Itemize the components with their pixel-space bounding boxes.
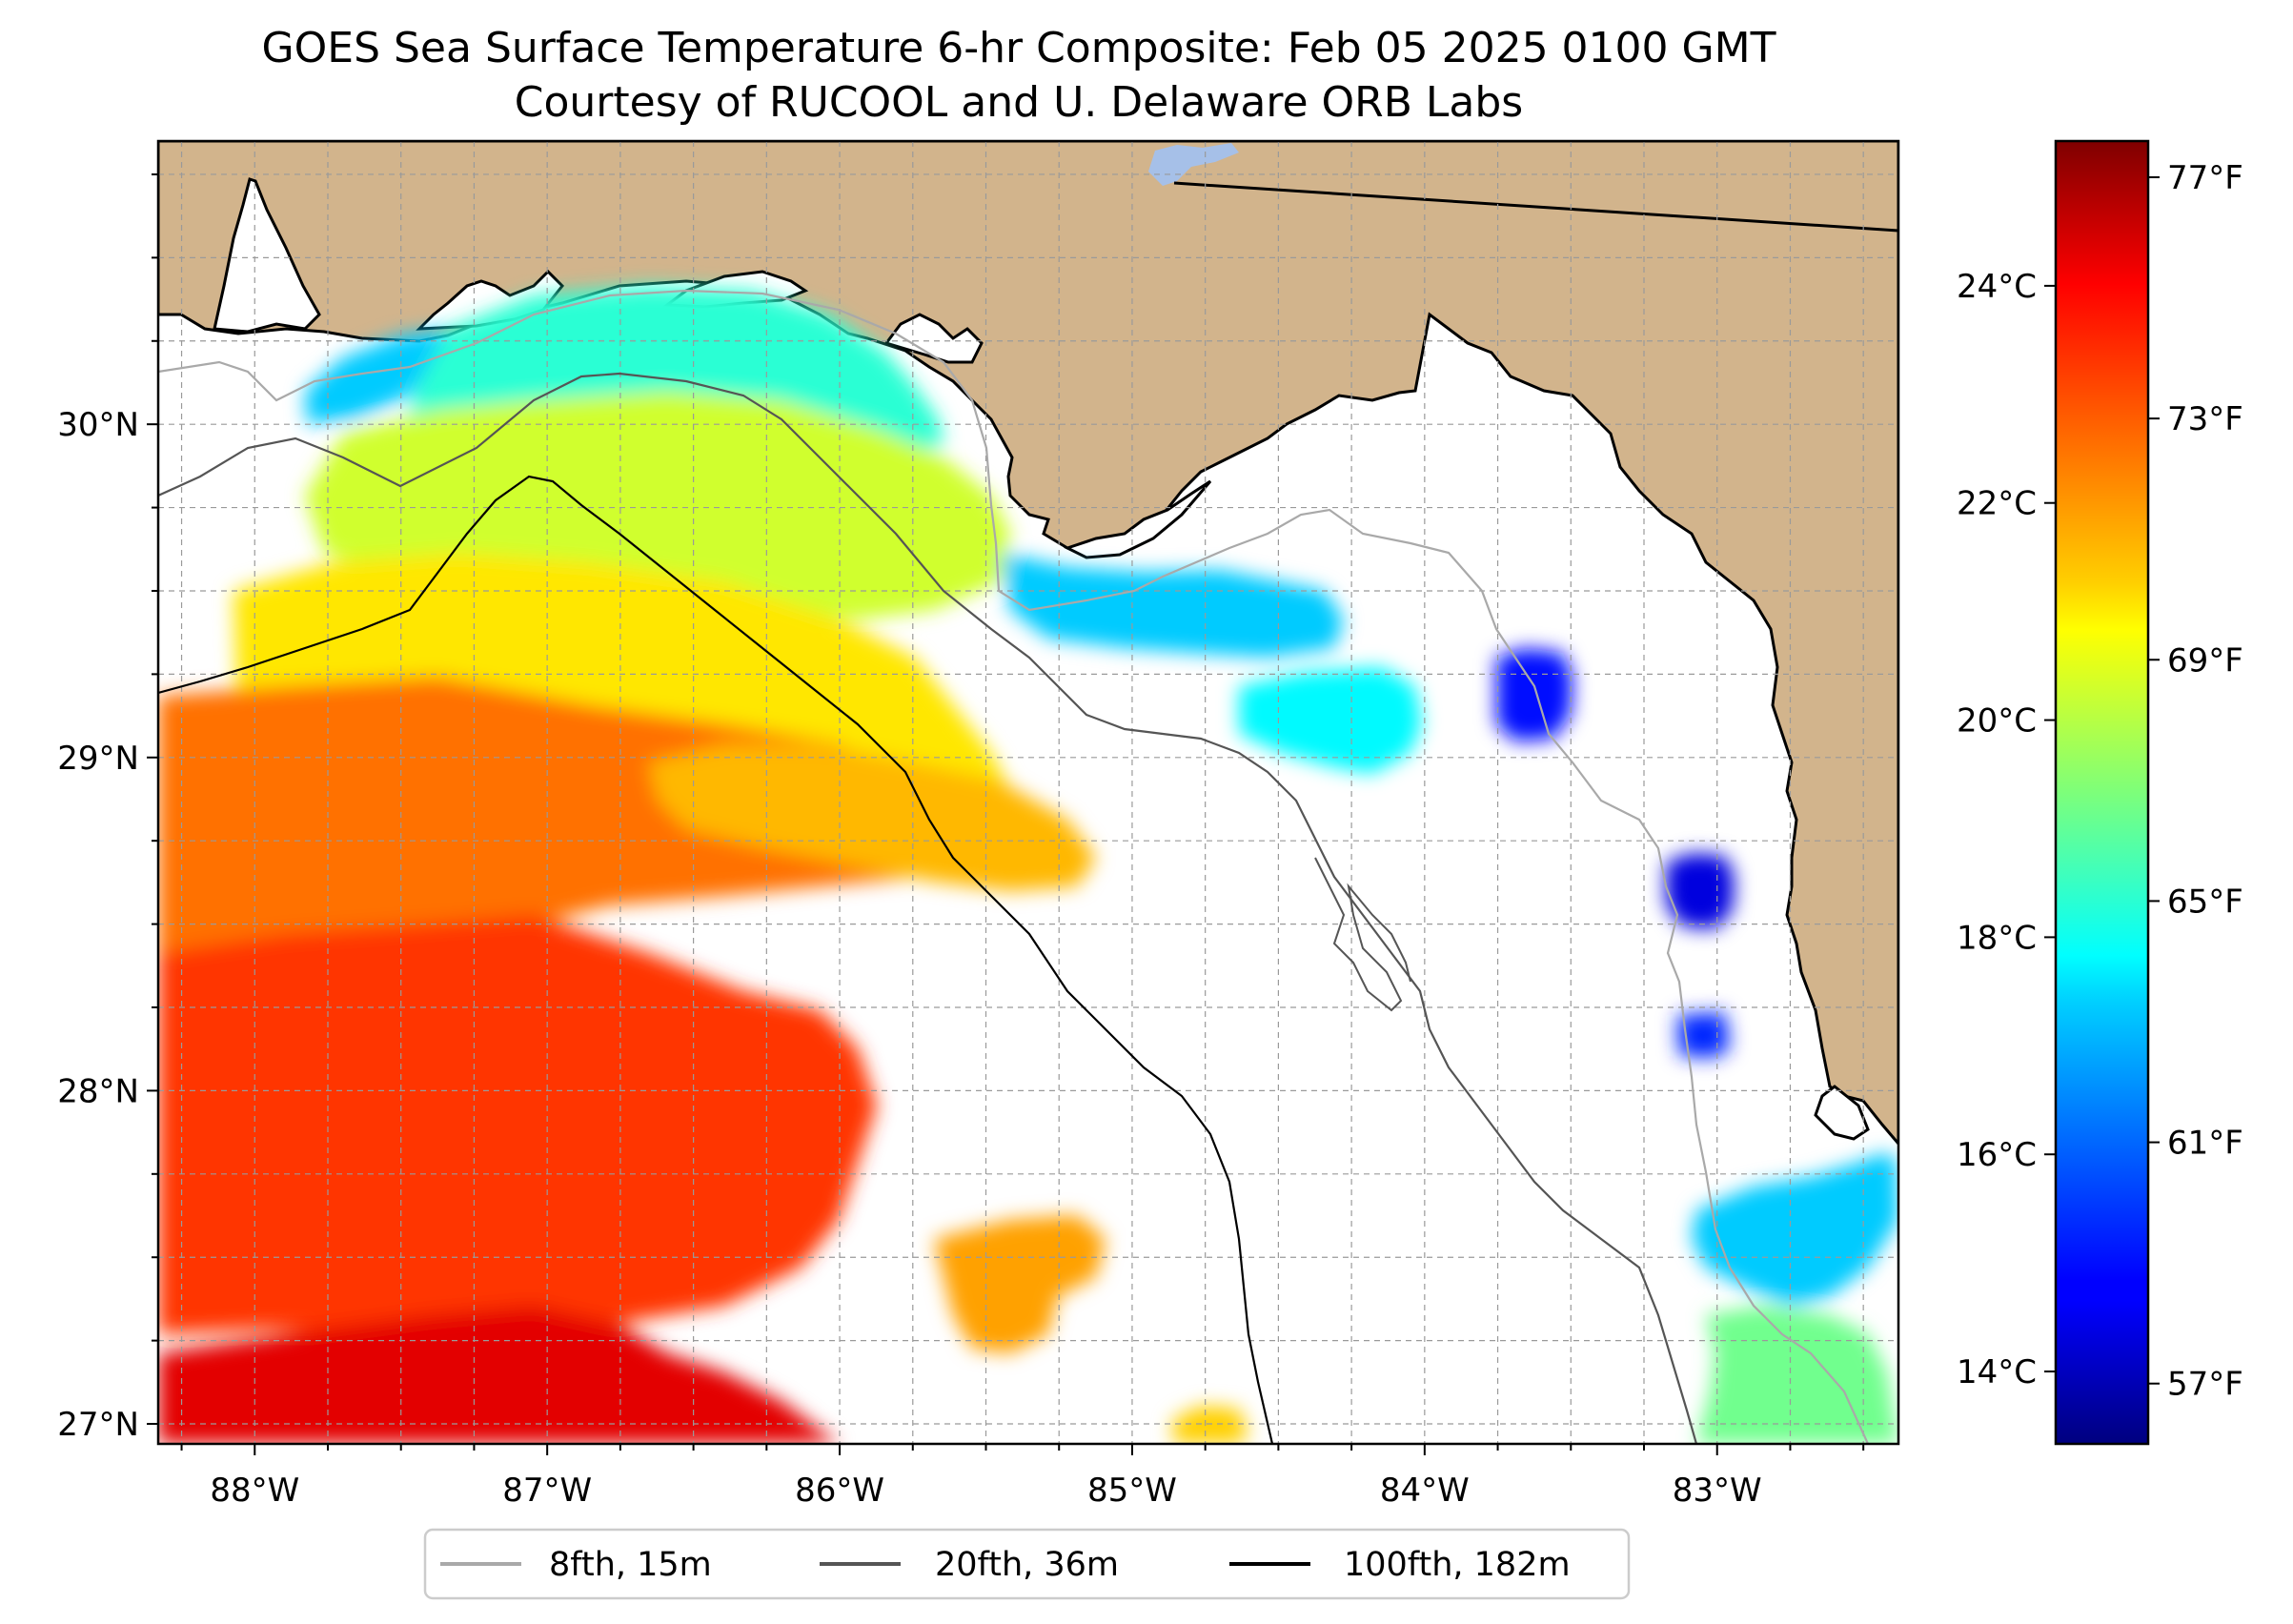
celsius-tick-label: 18°C <box>1957 919 2037 957</box>
colorbar-ticks: 57°F 61°F 65°F 69°F 73°F 77°F 14°C 16°C 18°C 20°C… <box>1957 159 2243 1404</box>
sst-patch <box>1239 667 1422 774</box>
lon-tick-label: 85°W <box>1087 1472 1177 1510</box>
land-panhandle <box>158 141 1898 1147</box>
sst-patch <box>158 915 877 1334</box>
bay-tampa <box>1814 1085 1870 1141</box>
latitude-axis: 27°N 28°N 29°N 30°N <box>57 173 158 1444</box>
isobath-keys <box>1314 857 1411 1012</box>
isobath-100fth <box>158 475 1274 1444</box>
celsius-tick-label: 24°C <box>1957 268 2037 306</box>
fahrenheit-tick-label: 61°F <box>2167 1125 2243 1163</box>
lat-tick-label: 30°N <box>57 406 139 444</box>
sst-patch <box>305 329 477 424</box>
sst-patch <box>1692 1153 1898 1306</box>
isobath-20fth <box>158 372 1698 1444</box>
lat-tick-label: 29°N <box>57 740 139 778</box>
lat-tick-label: 27°N <box>57 1406 139 1444</box>
celsius-tick-label: 14°C <box>1957 1353 2037 1391</box>
lon-tick-label: 86°W <box>795 1472 884 1510</box>
isobath-legend: 8fth, 15m 20fth, 36m 100fth, 182m <box>423 1528 1631 1600</box>
map-subtitle: Courtesy of RUCOOL and U. Delaware ORB L… <box>515 78 1523 127</box>
sst-patch <box>1172 1406 1248 1444</box>
sst-patch <box>934 1215 1106 1353</box>
sst-patch <box>648 743 1096 891</box>
lat-tick-label: 28°N <box>57 1072 139 1110</box>
celsius-tick-label: 16°C <box>1957 1136 2037 1174</box>
fahrenheit-tick-label: 69°F <box>2167 641 2243 680</box>
lon-tick-label: 83°W <box>1673 1472 1762 1510</box>
gridlines <box>158 141 1898 1444</box>
fahrenheit-tick-label: 77°F <box>2167 159 2243 197</box>
sst-patch <box>1496 648 1573 741</box>
map-title: GOES Sea Surface Temperature 6-hr Compos… <box>262 24 1776 72</box>
sst-layer <box>158 286 1898 1444</box>
bay-apalachee <box>1064 479 1212 559</box>
colorbar <box>2054 139 2150 1446</box>
fahrenheit-tick-label: 65°F <box>2167 883 2243 921</box>
legend-label-8fth: 8fth, 15m <box>549 1546 712 1584</box>
lon-tick-label: 87°W <box>502 1472 592 1510</box>
celsius-tick-label: 20°C <box>1957 702 2037 741</box>
isobath-8fth <box>158 289 1870 1444</box>
sst-patch <box>1001 553 1344 658</box>
bay-mobile <box>213 177 321 334</box>
legend-label-20fth: 20fth, 36m <box>935 1546 1119 1584</box>
legend-box <box>423 1528 1631 1600</box>
lake-seminole <box>1148 143 1239 186</box>
state-border <box>1173 181 1898 233</box>
longitude-axis: 88°W 87°W 86°W 85°W 84°W 83°W <box>180 1444 1865 1510</box>
lon-tick-label: 84°W <box>1380 1472 1470 1510</box>
fahrenheit-tick-label: 73°F <box>2167 400 2243 438</box>
map-area <box>158 141 1898 1444</box>
map-frame <box>156 139 1900 1446</box>
lon-tick-label: 88°W <box>210 1472 299 1510</box>
legend-label-100fth: 100fth, 182m <box>1344 1546 1571 1584</box>
fahrenheit-tick-label: 57°F <box>2167 1366 2243 1404</box>
celsius-tick-label: 22°C <box>1957 485 2037 523</box>
